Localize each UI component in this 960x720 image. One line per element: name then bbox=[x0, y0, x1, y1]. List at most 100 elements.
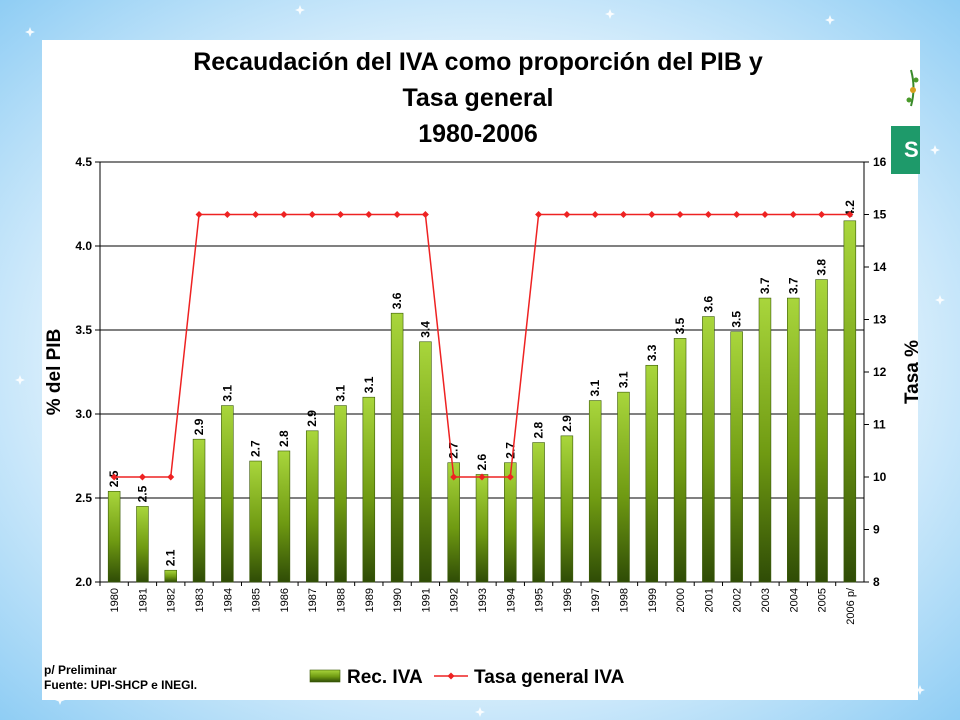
x-tick-label: 1991 bbox=[420, 588, 432, 612]
x-tick-label: 1995 bbox=[534, 588, 546, 612]
y-tick-label: 4.0 bbox=[75, 239, 92, 253]
rate-point bbox=[563, 211, 571, 218]
rate-point bbox=[195, 211, 203, 218]
x-tick-label: 1984 bbox=[222, 588, 234, 612]
rate-point bbox=[733, 211, 741, 218]
bar bbox=[673, 338, 687, 583]
rate-point bbox=[110, 473, 118, 481]
legend-label-bars: Rec. IVA bbox=[347, 667, 423, 688]
legend-label-line: Tasa general IVA bbox=[474, 667, 625, 688]
rate-point bbox=[478, 473, 486, 481]
bar bbox=[305, 430, 319, 583]
rate-point bbox=[648, 211, 656, 218]
x-tick-label: 1985 bbox=[251, 588, 263, 612]
bar-data-label: 2.6 bbox=[475, 453, 489, 470]
y2-tick-label: 8 bbox=[873, 575, 880, 589]
bar-data-label: 2.9 bbox=[192, 418, 206, 435]
bar-data-label: 3.7 bbox=[786, 277, 800, 294]
x-tick-label: 1983 bbox=[194, 588, 206, 612]
bar-data-label: 2.7 bbox=[503, 442, 517, 459]
x-tick-label: 1980 bbox=[109, 588, 121, 612]
x-tick-label: 1998 bbox=[618, 588, 630, 612]
bar bbox=[334, 405, 347, 583]
bar bbox=[164, 569, 177, 583]
y2-tick-label: 11 bbox=[873, 418, 886, 432]
bar bbox=[277, 450, 291, 583]
x-tick-label: 1994 bbox=[505, 588, 517, 612]
bar-data-label: 3.8 bbox=[815, 259, 829, 276]
bar bbox=[362, 396, 376, 583]
x-tick-label: 2000 bbox=[675, 588, 687, 612]
bar-data-label: 3.3 bbox=[645, 344, 659, 361]
rate-point bbox=[138, 473, 146, 481]
bar bbox=[504, 462, 517, 583]
bar-data-label: 3.1 bbox=[334, 385, 348, 402]
rate-point bbox=[619, 211, 627, 218]
chart-panel: Recaudación del IVA como proporción del … bbox=[42, 40, 918, 700]
rate-point bbox=[761, 211, 769, 218]
rate-point bbox=[450, 473, 458, 481]
bar bbox=[136, 506, 149, 583]
rate-point bbox=[252, 211, 260, 218]
rate-point bbox=[535, 211, 543, 218]
bar-data-label: 3.1 bbox=[616, 371, 630, 388]
chart-note: p/ Preliminar bbox=[44, 663, 117, 677]
star-icon bbox=[930, 145, 940, 155]
x-tick-label: 1990 bbox=[392, 588, 404, 612]
bar bbox=[447, 462, 460, 583]
star-icon bbox=[825, 15, 835, 25]
rate-point bbox=[421, 211, 429, 218]
rate-point bbox=[365, 211, 373, 218]
y2-axis-title: Tasa % bbox=[902, 340, 918, 404]
bar-data-label: 3.1 bbox=[220, 385, 234, 402]
bar bbox=[815, 279, 828, 583]
bar-data-label: 2.8 bbox=[277, 430, 291, 447]
rate-point bbox=[506, 473, 514, 481]
chart-note: Fuente: UPI-SHCP e INEGI. bbox=[44, 678, 197, 692]
bar bbox=[419, 341, 432, 583]
chart-title-line: Tasa general bbox=[402, 84, 553, 112]
legend-marker bbox=[447, 672, 455, 680]
bar-data-label: 2.9 bbox=[560, 415, 574, 432]
rate-point bbox=[337, 211, 345, 218]
y2-tick-label: 13 bbox=[873, 313, 887, 327]
star-icon bbox=[15, 375, 25, 385]
y-tick-label: 4.5 bbox=[75, 155, 92, 169]
bar-data-label: 3.1 bbox=[588, 380, 602, 397]
y2-tick-label: 15 bbox=[873, 208, 887, 222]
x-tick-label: 1981 bbox=[137, 588, 149, 612]
y2-tick-label: 14 bbox=[873, 260, 887, 274]
x-tick-label: 2001 bbox=[703, 588, 715, 612]
legend-swatch-bars bbox=[309, 669, 341, 683]
seal-logo bbox=[891, 40, 920, 126]
rate-point bbox=[676, 211, 684, 218]
y-tick-label: 3.5 bbox=[75, 323, 92, 337]
x-tick-label: 2002 bbox=[732, 588, 744, 612]
bar bbox=[532, 442, 545, 583]
vat-revenue-chart: Recaudación del IVA como proporción del … bbox=[44, 48, 918, 692]
bar bbox=[221, 405, 234, 583]
bar bbox=[758, 297, 772, 583]
star-icon bbox=[475, 707, 485, 717]
x-tick-label: 1988 bbox=[336, 588, 348, 612]
bar bbox=[475, 474, 489, 583]
x-tick-label: 2006 p/ bbox=[845, 587, 857, 625]
x-tick-label: 1999 bbox=[647, 588, 659, 612]
star-icon bbox=[25, 27, 35, 37]
star-icon bbox=[55, 695, 65, 705]
x-tick-label: 1986 bbox=[279, 588, 291, 612]
rate-point bbox=[846, 211, 854, 218]
bar bbox=[645, 364, 659, 583]
bar bbox=[843, 220, 857, 583]
bar-data-label: 2.7 bbox=[447, 442, 461, 459]
star-icon bbox=[295, 5, 305, 15]
x-tick-label: 1987 bbox=[307, 588, 319, 612]
y2-tick-label: 16 bbox=[873, 155, 887, 169]
x-tick-label: 2003 bbox=[760, 588, 772, 612]
rate-point bbox=[818, 211, 826, 218]
x-tick-label: 1982 bbox=[166, 588, 178, 612]
bar bbox=[560, 435, 574, 583]
star-icon bbox=[915, 685, 925, 695]
y-tick-label: 2.5 bbox=[75, 491, 92, 505]
